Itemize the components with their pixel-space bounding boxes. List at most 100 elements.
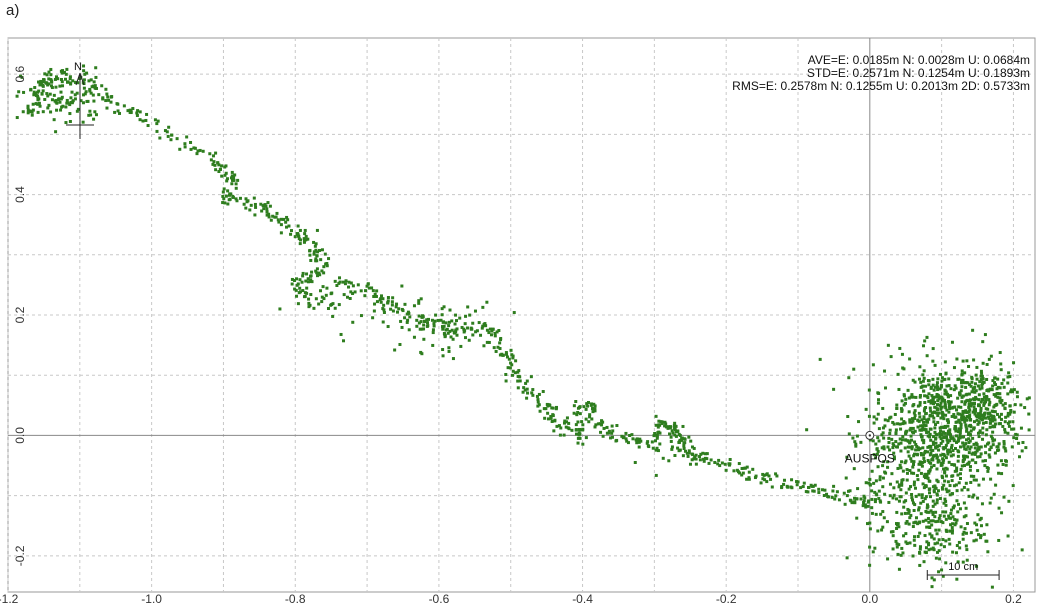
data-point [305, 272, 309, 276]
data-point [955, 489, 959, 493]
data-point [962, 418, 966, 422]
data-point [268, 204, 272, 208]
data-point [948, 407, 952, 411]
data-point [320, 269, 324, 273]
data-point [364, 289, 368, 293]
data-point [927, 548, 931, 552]
data-point [913, 452, 917, 456]
data-point [991, 443, 995, 447]
data-point [450, 319, 454, 323]
data-point [935, 411, 939, 415]
data-point [813, 483, 817, 487]
data-point [926, 458, 930, 462]
data-point [855, 516, 859, 520]
data-point [82, 64, 86, 68]
data-point [1021, 440, 1025, 444]
data-point [925, 540, 929, 544]
data-point [468, 313, 472, 317]
data-point [322, 297, 326, 301]
data-point [530, 391, 534, 395]
data-point [782, 478, 786, 482]
data-point [265, 213, 269, 217]
data-point [654, 423, 658, 427]
stats-line: STD=E: 0.2571m N: 0.1254m U: 0.1893m [807, 66, 1030, 80]
data-point [903, 511, 907, 515]
data-point [953, 523, 957, 527]
data-point [945, 490, 949, 494]
data-point [47, 82, 51, 86]
data-point [442, 324, 446, 328]
data-point [961, 532, 965, 536]
data-point [587, 420, 591, 424]
data-point [234, 197, 238, 201]
data-point [324, 293, 328, 297]
data-point [1009, 410, 1013, 414]
data-point [1025, 397, 1029, 401]
data-point [956, 439, 960, 443]
data-point [674, 430, 678, 434]
data-point [899, 466, 903, 470]
data-point [526, 391, 530, 395]
data-point [211, 162, 215, 166]
data-point [997, 506, 1001, 510]
data-point [874, 442, 878, 446]
data-point [628, 434, 632, 438]
data-point [273, 215, 277, 219]
data-point [943, 424, 947, 428]
data-point [912, 454, 916, 458]
data-point [253, 213, 257, 217]
data-point [825, 492, 829, 496]
data-point [49, 84, 53, 88]
data-point [847, 376, 851, 380]
data-point [871, 363, 875, 367]
data-point [967, 437, 971, 441]
data-point [375, 300, 379, 304]
data-point [185, 135, 189, 139]
data-point [236, 178, 240, 182]
data-point [480, 326, 484, 330]
data-point [1008, 420, 1012, 424]
data-point [1015, 437, 1019, 441]
data-point [969, 474, 973, 478]
data-point [935, 467, 939, 471]
data-point [883, 418, 887, 422]
data-point [973, 446, 977, 450]
data-point [845, 455, 849, 459]
data-point [987, 357, 991, 361]
data-point [911, 465, 915, 469]
data-point [939, 383, 943, 387]
data-point [902, 367, 906, 371]
data-point [310, 280, 314, 284]
data-point [982, 532, 986, 536]
data-point [993, 422, 997, 426]
data-point [996, 448, 1000, 452]
data-point [681, 454, 685, 458]
data-point [878, 499, 882, 503]
data-point [745, 465, 749, 469]
data-point [973, 390, 977, 394]
data-point [782, 482, 786, 486]
data-point [576, 436, 580, 440]
data-point [678, 433, 682, 437]
data-point [426, 324, 430, 328]
data-point [911, 395, 915, 399]
data-point [509, 361, 513, 365]
data-point [985, 442, 989, 446]
data-point [59, 77, 63, 81]
data-point [910, 420, 914, 424]
data-point [169, 138, 173, 142]
data-point [905, 468, 909, 472]
data-point [822, 494, 826, 498]
data-point [458, 316, 462, 320]
data-point [654, 448, 658, 452]
data-point [64, 72, 68, 76]
data-point [918, 401, 922, 405]
data-point [923, 394, 927, 398]
data-point [85, 71, 89, 75]
data-point [799, 486, 803, 490]
data-point [874, 492, 878, 496]
data-point [1001, 403, 1005, 407]
data-point [979, 374, 983, 378]
data-point [892, 486, 896, 490]
